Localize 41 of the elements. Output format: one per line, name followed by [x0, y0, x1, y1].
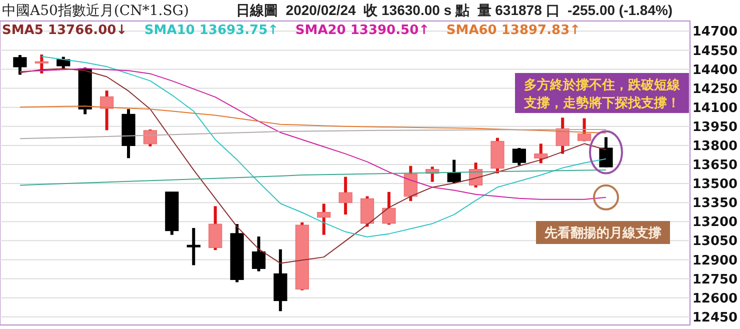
annotation: 先看翻揚的月線支撐	[544, 225, 662, 241]
text: SMA20 13390.50↑	[295, 23, 430, 38]
candlestick	[100, 90, 114, 130]
y-tick-label: 13050	[692, 234, 738, 250]
y-tick-label: 14700	[692, 24, 738, 40]
candlestick	[34, 54, 48, 74]
y-tick-label: 14250	[692, 82, 738, 97]
candlestick	[317, 204, 331, 235]
candlestick	[56, 56, 70, 69]
y-tick-label: 12900	[692, 253, 738, 268]
y-tick-label: 14400	[692, 62, 738, 78]
y-tick-label: 14550	[692, 44, 738, 59]
candlestick	[186, 228, 200, 266]
candlestick	[338, 176, 352, 215]
chart-title: 中國A50指數近月(CN*1.SG)	[2, 3, 189, 19]
candlestick	[143, 129, 157, 146]
y-tick-label: 13950	[692, 120, 738, 135]
annotation: 多方終於撐不住，跌破短線支撐，走勢將下探找支撐！	[523, 77, 681, 111]
y-tick-label: 13350	[692, 196, 738, 212]
chart-subtitle: 日線圖 2020/02/24 收 13630.00 s 點 量 631878 口 -255.00 (-1.84%)	[236, 2, 673, 18]
candlestick	[13, 55, 27, 75]
candlestick	[534, 144, 548, 164]
y-tick-label: 12450	[692, 310, 738, 326]
candlestick	[404, 166, 418, 202]
y-tick-label: 14100	[692, 100, 738, 116]
y-tick-label: 13800	[692, 138, 738, 154]
text: SMA10 13693.75↑	[144, 23, 279, 38]
text: SMA60 13897.83↑	[446, 23, 581, 38]
candlestick	[252, 236, 266, 272]
y-tick-label: 13650	[692, 158, 738, 174]
y-tick-label: 12600	[692, 291, 738, 306]
y-tick-label: 13500	[692, 177, 738, 192]
y-tick-label: 13200	[692, 215, 738, 230]
y-tick-label: 12750	[692, 272, 738, 288]
text: SMA5 13766.00↓	[2, 23, 128, 38]
candlestick	[577, 118, 592, 142]
candlestick	[512, 148, 526, 166]
candlestick	[599, 137, 613, 168]
candlestick	[208, 206, 222, 250]
candlestick	[382, 192, 396, 225]
candlestick	[447, 160, 461, 184]
